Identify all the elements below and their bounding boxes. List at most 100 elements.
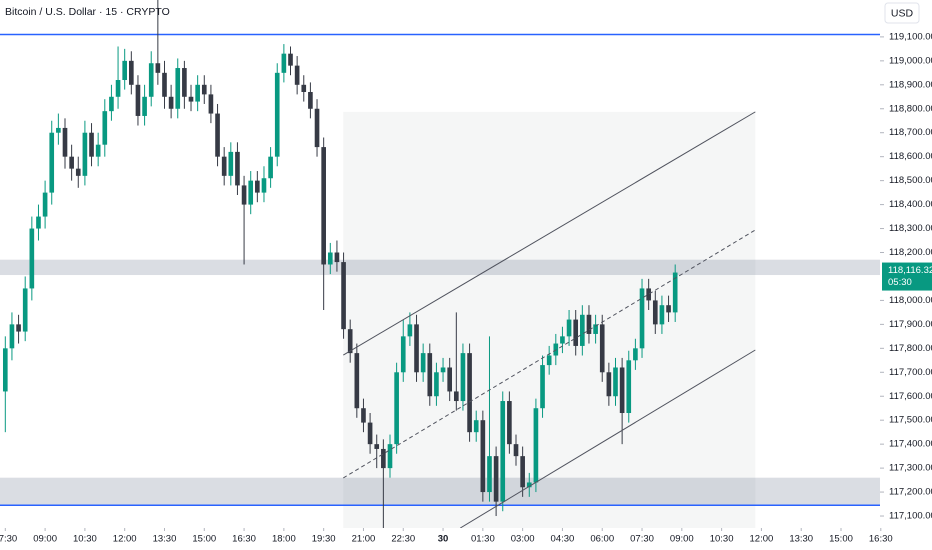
x-tick-label: 12:00 [113, 534, 137, 545]
x-tick-label: 22:30 [391, 534, 415, 545]
candle-body [102, 111, 108, 145]
candle-body [613, 367, 618, 397]
y-tick-label: 118,600.00 [889, 151, 932, 162]
candle-body [109, 96, 114, 112]
candle-body [526, 482, 532, 488]
candle-body [533, 408, 539, 483]
x-tick-label: 12:00 [750, 534, 774, 545]
candle-body [520, 456, 525, 488]
candle-body [274, 72, 280, 157]
candle-body [633, 348, 638, 361]
candle-body [321, 147, 326, 265]
candle-body [268, 156, 273, 179]
candle-body [646, 288, 651, 301]
candle-body [500, 401, 506, 502]
candle-body [155, 63, 161, 73]
y-tick-label: 117,500.00 [889, 415, 932, 426]
y-tick-label: 118,200.00 [889, 247, 932, 258]
y-tick-label: 118,900.00 [889, 79, 932, 90]
candle-body [387, 444, 393, 469]
x-tick-label: 06:00 [590, 534, 614, 545]
candle-body [215, 113, 220, 157]
candle-body [447, 367, 453, 392]
candle-body [82, 132, 88, 176]
x-tick-label: 01:30 [471, 534, 495, 545]
candle-body [513, 444, 519, 457]
candle-body [122, 60, 128, 81]
currency-label[interactable]: USD [891, 7, 914, 19]
candle-body [593, 324, 598, 334]
candle-body [334, 252, 340, 263]
candle-body [666, 305, 671, 313]
candle-body [580, 314, 585, 346]
candle-body [672, 272, 678, 313]
candle-body [440, 367, 446, 373]
candle-body [301, 84, 307, 92]
candle-body [367, 422, 373, 445]
x-tick-label: 19:30 [312, 534, 336, 545]
y-tick-label: 118,000.00 [889, 295, 932, 306]
candle-body [586, 314, 592, 334]
y-tick-label: 117,300.00 [889, 463, 932, 474]
candle-body [453, 391, 459, 402]
y-tick-label: 118,500.00 [889, 175, 932, 186]
x-tick-label: 21:00 [352, 534, 376, 545]
candle-body [89, 132, 94, 157]
channel-line [343, 111, 756, 356]
y-tick-label: 118,700.00 [889, 127, 932, 138]
candle-body [162, 72, 167, 97]
candle-body [381, 448, 386, 469]
y-tick-label: 117,600.00 [889, 391, 932, 402]
channel-shade [343, 111, 756, 528]
x-tick-label: 07:30 [630, 534, 654, 545]
candle-body [540, 365, 545, 409]
candle-body [129, 60, 134, 85]
candle-body [175, 68, 181, 109]
candle-body [22, 288, 28, 332]
x-tick-label: 18:00 [272, 534, 296, 545]
x-tick-label: 30 [438, 534, 449, 545]
candle-body [42, 192, 48, 217]
candle-body [639, 288, 645, 349]
candle-body [188, 96, 194, 102]
candle-body [208, 94, 214, 114]
candle-body [400, 336, 406, 373]
x-tick-label: 13:30 [153, 534, 177, 545]
y-tick-label: 117,800.00 [889, 343, 932, 354]
plot-area [0, 33, 880, 528]
candle-body [354, 353, 360, 409]
candle-body [248, 180, 254, 205]
y-tick-label: 117,700.00 [889, 367, 932, 378]
candle-body [2, 348, 8, 392]
candle-body [221, 156, 227, 176]
zone [0, 259, 880, 276]
time-axis-bg [0, 528, 880, 550]
candle-body [288, 53, 293, 66]
candle-body [314, 108, 320, 148]
candle-body [148, 63, 154, 97]
candle-body [75, 168, 81, 176]
x-tick-label: 09:00 [670, 534, 694, 545]
candle-body [460, 353, 466, 402]
candle-body [546, 355, 552, 366]
candle-body [168, 96, 174, 109]
candles [2, 0, 756, 528]
zone [0, 477, 880, 506]
currency-button[interactable] [884, 2, 920, 24]
candle-body [573, 319, 579, 346]
candle-body [261, 178, 267, 193]
candle-body [619, 367, 625, 414]
candle-body [414, 324, 419, 373]
candle-body [69, 156, 74, 169]
candle-body [659, 305, 665, 325]
candle-body [228, 151, 234, 176]
y-tick-label: 117,400.00 [889, 439, 932, 450]
candle-body [507, 401, 512, 445]
candle-body [566, 319, 572, 337]
last-price-tag [882, 262, 932, 291]
candle-body [493, 456, 499, 502]
x-tick-label: 13:30 [789, 534, 813, 545]
y-tick-label: 118,300.00 [889, 223, 932, 234]
candle-body [467, 353, 472, 433]
candle-body [182, 68, 187, 97]
